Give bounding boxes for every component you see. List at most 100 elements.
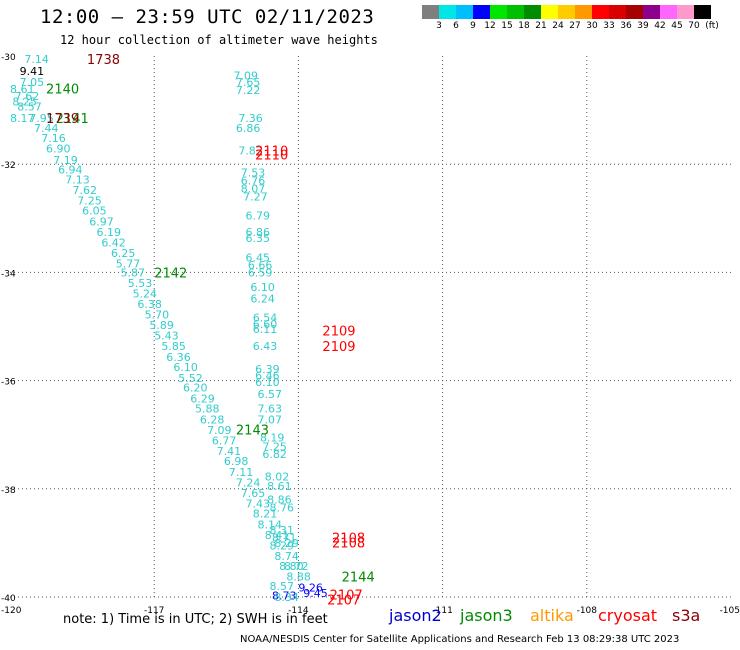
swh-value-label: 6.76 (241, 174, 266, 187)
y-tick-label: -38 (1, 486, 16, 496)
swh-value-label: 8.86 (267, 494, 292, 507)
swh-value-label: 8.21 (253, 508, 278, 521)
swh-value-label: 6.38 (137, 298, 162, 311)
swh-value-label: 8.29 (270, 540, 295, 553)
legend-swatch (592, 5, 609, 19)
swh-value-label: 8.71 (272, 531, 297, 544)
swh-value-label: 6.90 (46, 143, 71, 156)
swh-value-label: 7.07 (258, 414, 283, 427)
legend-label: 12 (484, 21, 496, 31)
swh-value-label: 5.88 (195, 403, 220, 416)
legend-swatch (541, 5, 558, 19)
satellite-jason3: jason3 (460, 606, 513, 625)
swh-value-label: 6.24 (250, 292, 274, 305)
swh-value-label: 6.97 (89, 216, 114, 229)
pass-time-label: 2109 (322, 340, 355, 355)
swh-value-label: 8.07 (241, 183, 266, 196)
swh-value-label: 6.35 (246, 232, 271, 245)
swh-value-label: 6.57 (258, 388, 283, 401)
swh-value-label: 7.83 (238, 145, 262, 158)
swh-value-label: 6.86 (246, 226, 271, 239)
swh-value-label: 8.61 (10, 83, 35, 96)
pass-time-label: 2107 (327, 594, 360, 609)
x-tick-label: -108 (577, 606, 598, 616)
swh-value-label: 9.45 (303, 587, 328, 600)
swh-value-label: 6.82 (262, 448, 287, 461)
y-tick-label: -34 (1, 269, 16, 279)
swh-value-label: 6.05 (82, 205, 107, 218)
pass-time-label: 2109 (322, 324, 355, 339)
pass-time-label: 2140 (46, 82, 79, 97)
swh-value-label: 6.43 (253, 340, 278, 353)
pass-time-label: 2142 (154, 266, 187, 281)
swh-value-label: 6.28 (200, 414, 225, 427)
swh-value-label: 8.76 (270, 502, 295, 515)
swh-value-label: 6.60 (253, 318, 278, 331)
swh-value-label: 6.11 (253, 323, 278, 336)
swh-value-label: 6.46 (255, 370, 280, 383)
swh-value-label: 7.63 (258, 403, 283, 416)
swh-value-label: 6.98 (224, 455, 249, 468)
swh-value-label: 8.57 (17, 100, 42, 113)
swh-value-label: 8.29 (274, 537, 299, 550)
satellite-s3a: s3a (672, 606, 701, 625)
swh-value-label: 5.52 (178, 372, 203, 385)
satellite-jason2: jason2 (389, 606, 442, 625)
legend-swatch (473, 5, 490, 19)
swh-value-label: 9.41 (20, 65, 45, 78)
legend-swatch (490, 5, 507, 19)
swh-value-label: 7.24 (236, 476, 261, 489)
y-tick-label: -36 (1, 378, 16, 388)
swh-value-label: 8.88 (286, 570, 311, 583)
swh-value-label: 6.45 (246, 251, 271, 264)
units-note: note: 1) Time is in UTC; 2) SWH is in fe… (63, 612, 328, 627)
pass-time-label: 2144 (342, 570, 375, 585)
swh-value-label: 7.25 (77, 194, 102, 207)
satellite-cryosat: cryosat (598, 606, 658, 625)
y-tick-label: -32 (1, 161, 16, 171)
credit-line: NOAA/NESDIS Center for Satellite Applica… (240, 634, 680, 645)
legend-swatch (694, 5, 711, 19)
swh-value-label: 7.11 (229, 466, 254, 479)
swh-value-label: 6.10 (250, 281, 274, 294)
pass-time-label: 2108 (332, 536, 365, 551)
swh-value-label: 6.42 (101, 237, 126, 250)
pass-time-label: 2110 (255, 148, 288, 163)
pass-time-label: 2107 (330, 588, 363, 603)
chart-subtitle: 12 hour collection of altimeter wave hei… (60, 33, 378, 47)
swh-value-label: 7.43 (246, 497, 271, 510)
swh-value-label: 8.72 (284, 560, 309, 573)
swh-value-label: 9.26 (298, 581, 323, 594)
legend-swatch (507, 5, 524, 19)
swh-value-label: 7.05 (20, 76, 45, 89)
swh-value-label: 7.09 (207, 424, 232, 437)
legend-label: 30 (586, 21, 598, 31)
swh-value-label: 7.16 (41, 132, 66, 145)
swh-value-label: 6.29 (190, 392, 215, 405)
legend-label: 45 (671, 21, 683, 31)
legend-label: 27 (569, 21, 581, 31)
swh-value-label: 7.19 (53, 154, 77, 167)
swh-value-label: 8.61 (267, 480, 292, 493)
swh-value-label: 7.27 (243, 191, 268, 204)
legend-swatch (439, 5, 456, 19)
swh-value-label: 6.20 (183, 382, 208, 395)
swh-value-label: 8.02 (265, 470, 290, 483)
swh-value-label: 8.41 (265, 529, 290, 542)
legend-swatch (575, 5, 592, 19)
legend-swatch (609, 5, 626, 19)
swh-value-label: 6.77 (212, 435, 237, 448)
swh-value-label: 8.74 (274, 550, 299, 563)
swh-value-label: 6.86 (236, 122, 261, 135)
swh-value-label: 5.43 (154, 330, 179, 343)
swh-value-label: 5.85 (161, 340, 186, 353)
swh-value-label: 5.53 (128, 277, 153, 290)
swh-value-label: 7.95 (29, 112, 54, 125)
legend-swatch (422, 5, 439, 19)
swh-value-label: 5.77 (116, 258, 141, 271)
swh-value-label: 7.09 (234, 69, 259, 82)
swh-value-label: 8.57 (270, 580, 295, 593)
legend-label: 42 (654, 21, 666, 31)
legend-swatch (626, 5, 643, 19)
